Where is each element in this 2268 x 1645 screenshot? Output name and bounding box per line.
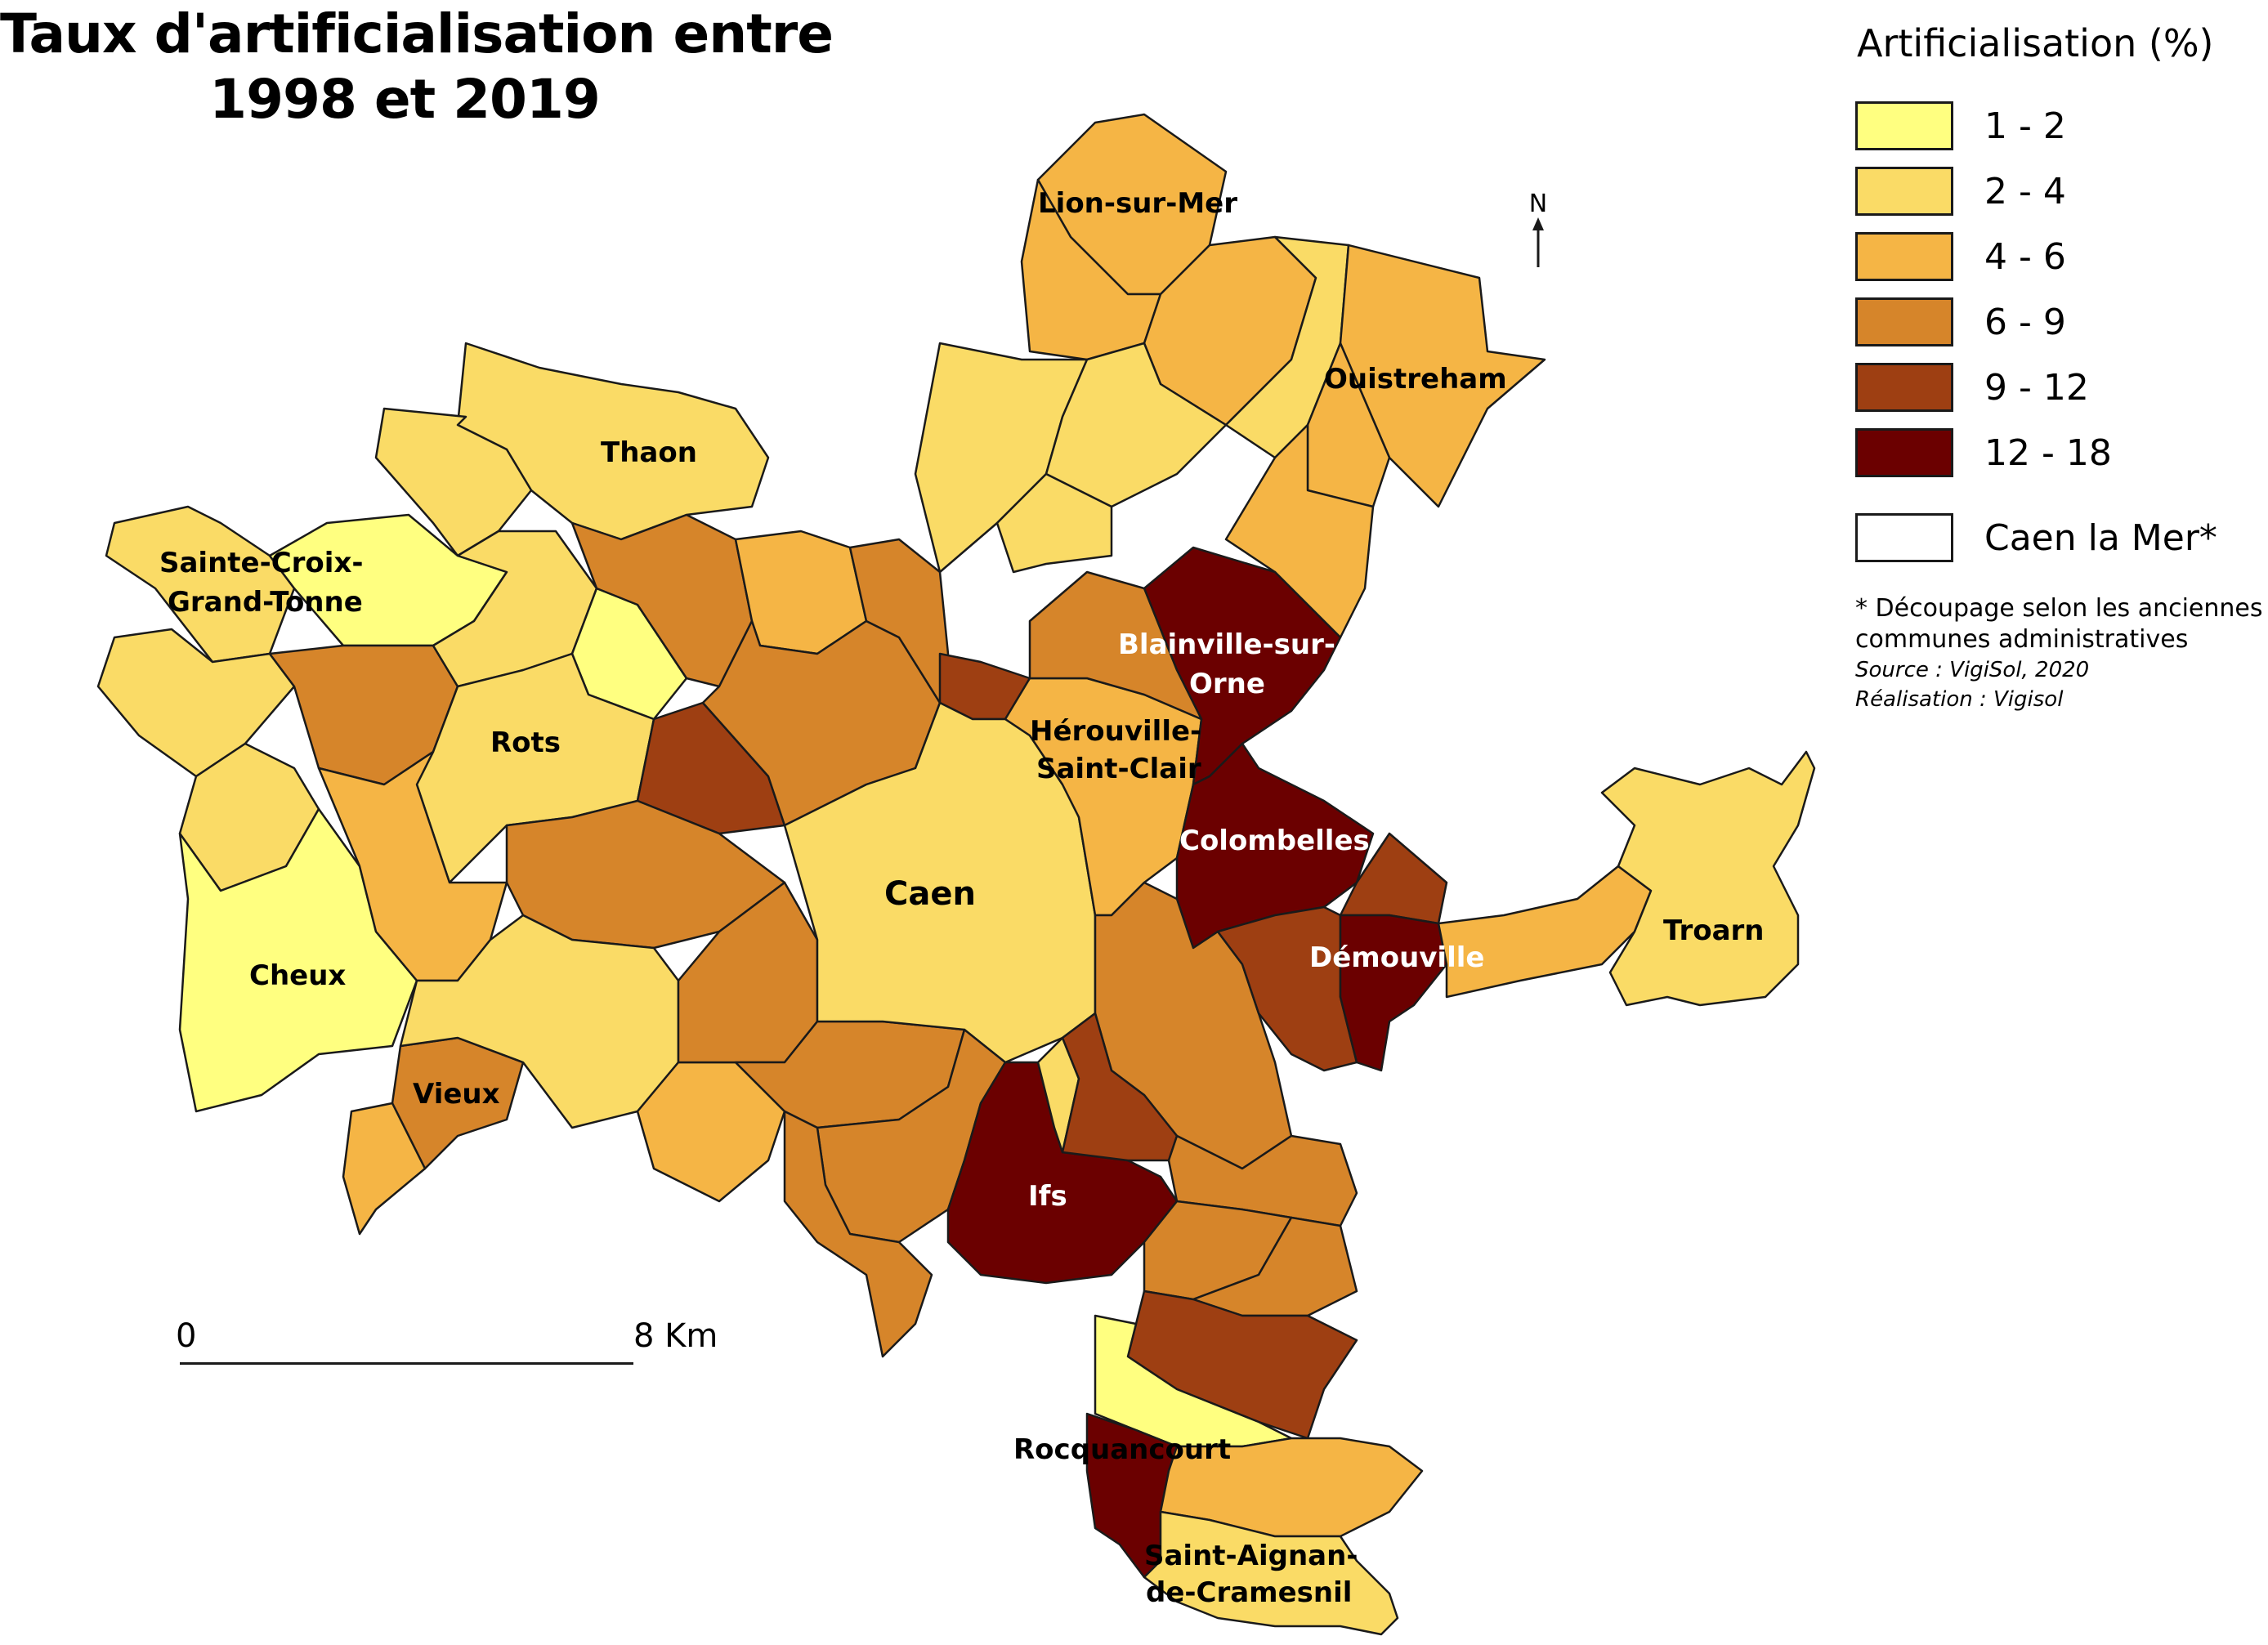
map-title-line2: 1998 et 2019: [209, 68, 601, 131]
legend-classes: 1 - 2 2 - 4 4 - 6 6 - 9 9 - 12 12 - 18: [1855, 93, 2264, 485]
label-troarn: Troarn: [1663, 914, 1765, 947]
label-colombelles: Colombelles: [1179, 825, 1370, 857]
map-title-line1: Taux d'artificialisation entre: [0, 2, 834, 65]
label-lion-sur-mer: Lion-sur-Mer: [1038, 187, 1237, 220]
legend-swatch: [1855, 232, 1953, 281]
legend: Artificialisation (%) 1 - 2 2 - 4 4 - 6 6 -…: [1855, 21, 2264, 714]
legend-swatch: [1855, 167, 1953, 216]
label-caen: Caen: [884, 875, 976, 913]
legend-class-row: 2 - 4: [1855, 159, 2264, 224]
legend-class-row: 12 - 18: [1855, 420, 2264, 485]
commune-south-mid: [783, 1110, 933, 1358]
label-vieux: Vieux: [413, 1078, 500, 1111]
label-rots: Rots: [490, 726, 561, 759]
legend-credit: Réalisation : Vigisol: [1855, 687, 2064, 712]
legend-class-row: 9 - 12: [1855, 355, 2264, 420]
label-ouistreham: Ouistreham: [1324, 363, 1507, 396]
label-ifs: Ifs: [1028, 1180, 1067, 1213]
label-thaon: Thaon: [601, 436, 697, 469]
legend-class-row: 1 - 2: [1855, 93, 2264, 159]
label-demouville: Démouville: [1309, 941, 1484, 974]
label-saint-aignan-2: de-Cramesnil: [1146, 1576, 1352, 1609]
label-herouville-2: Saint-Clair: [1036, 753, 1201, 785]
map-title: Taux d'artificialisation entre 1998 et 2…: [0, 2, 834, 132]
commune-vieux-south: [342, 1102, 427, 1236]
commune-west-1: [96, 628, 296, 778]
label-cheux: Cheux: [249, 959, 346, 992]
commune-saint-aignan: [1143, 1510, 1399, 1636]
legend-swatch: [1855, 363, 1953, 412]
legend-class-row: 6 - 9: [1855, 289, 2264, 355]
commune-thaon-west: [374, 407, 533, 557]
legend-title: Artificialisation (%): [1857, 21, 2214, 65]
legend-boundary-swatch: [1855, 513, 1953, 562]
commune-demouville: [1339, 914, 1448, 1072]
label-sainte-croix-1: Sainte-Croix-: [159, 547, 364, 579]
commune-west-6: [317, 750, 508, 982]
label-blainville-1: Blainville-sur-: [1118, 628, 1335, 661]
legend-swatch: [1855, 428, 1953, 477]
legend-boundary-label: Caen la Mer*: [1984, 516, 2217, 559]
legend-class-label: 9 - 12: [1984, 366, 2089, 409]
label-saint-aignan-1: Saint-Aignan-: [1144, 1540, 1358, 1572]
legend-note-line1: * Découpage selon les anciennes: [1855, 594, 2263, 623]
legend-class-label: 1 - 2: [1984, 105, 2066, 147]
legend-boundary-row: Caen la Mer*: [1855, 505, 2264, 570]
north-arrow: N: [1522, 190, 1554, 271]
commune-biville: [995, 472, 1113, 574]
legend-note: * Découpage selon les anciennes communes…: [1855, 593, 2264, 655]
north-arrow-icon: [1532, 217, 1544, 267]
legend-class-label: 4 - 6: [1984, 235, 2066, 278]
legend-class-label: 6 - 9: [1984, 301, 2066, 343]
label-rocquancourt: Rocquancourt: [1013, 1433, 1231, 1466]
legend-source: Source : VigiSol, 2020: [1855, 658, 2090, 682]
legend-note-line2: communes administratives: [1855, 625, 2189, 654]
scale-start-label: 0: [176, 1317, 197, 1355]
commune-cheux: [178, 807, 418, 1113]
label-sainte-croix-2: Grand-Tonne: [168, 586, 363, 619]
label-blainville-2: Orne: [1189, 668, 1265, 700]
legend-swatch: [1855, 101, 1953, 150]
commune-sainte-croix: [105, 505, 296, 664]
scale-end-label: 8 Km: [633, 1317, 718, 1355]
legend-class-row: 4 - 6: [1855, 224, 2264, 289]
commune-douvres: [1045, 342, 1228, 508]
north-letter: N: [1528, 190, 1548, 218]
scale-line: [180, 1362, 633, 1365]
scale-bar: 0 8 Km: [176, 1317, 718, 1366]
label-herouville-1: Hérouville-: [1030, 715, 1201, 748]
legend-swatch: [1855, 297, 1953, 346]
legend-class-label: 12 - 18: [1984, 431, 2112, 474]
commune-peruvy: [1224, 423, 1375, 639]
commune-epron: [1028, 570, 1203, 721]
legend-class-label: 2 - 4: [1984, 170, 2066, 212]
commune-troarn: [1600, 750, 1816, 1007]
